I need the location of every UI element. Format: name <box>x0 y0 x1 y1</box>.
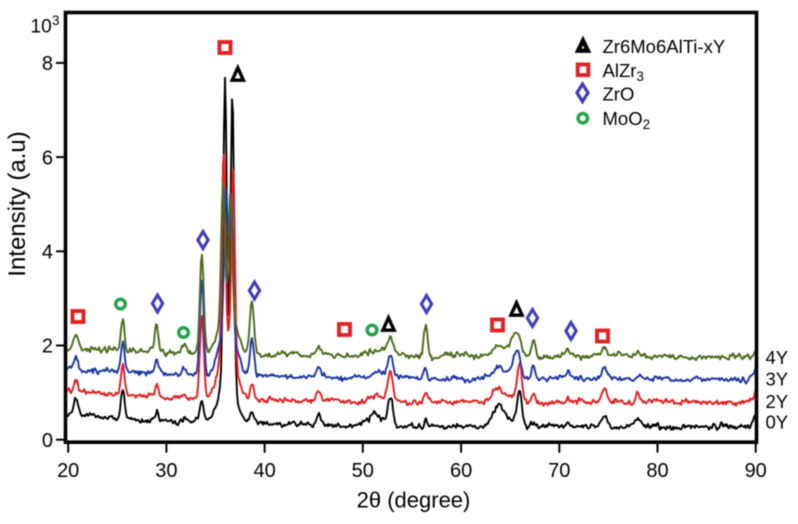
svg-text:4: 4 <box>42 242 53 264</box>
svg-text:Intensity (a.u): Intensity (a.u) <box>4 131 31 276</box>
svg-text:2θ (degree): 2θ (degree) <box>357 488 471 513</box>
svg-text:6: 6 <box>42 147 53 169</box>
svg-text:30: 30 <box>155 460 177 482</box>
svg-text:3Y: 3Y <box>766 368 789 389</box>
svg-text:90: 90 <box>745 460 767 482</box>
svg-text:MoO2: MoO2 <box>603 108 651 132</box>
svg-text:3: 3 <box>52 13 60 28</box>
svg-text:4Y: 4Y <box>766 347 789 368</box>
svg-text:60: 60 <box>450 460 472 482</box>
svg-text:2Y: 2Y <box>766 391 789 412</box>
svg-text:10: 10 <box>31 17 52 38</box>
svg-text:80: 80 <box>646 460 668 482</box>
svg-text:8: 8 <box>42 53 53 75</box>
svg-text:0Y: 0Y <box>766 412 789 433</box>
svg-text:ZrO: ZrO <box>603 84 635 105</box>
svg-text:2: 2 <box>42 336 53 358</box>
svg-text:70: 70 <box>548 460 570 482</box>
svg-text:20: 20 <box>57 460 79 482</box>
svg-text:40: 40 <box>253 460 275 482</box>
svg-text:0: 0 <box>42 430 53 452</box>
svg-text:50: 50 <box>352 460 374 482</box>
svg-text:Zr6Mo6AlTi-xY: Zr6Mo6AlTi-xY <box>603 36 726 57</box>
